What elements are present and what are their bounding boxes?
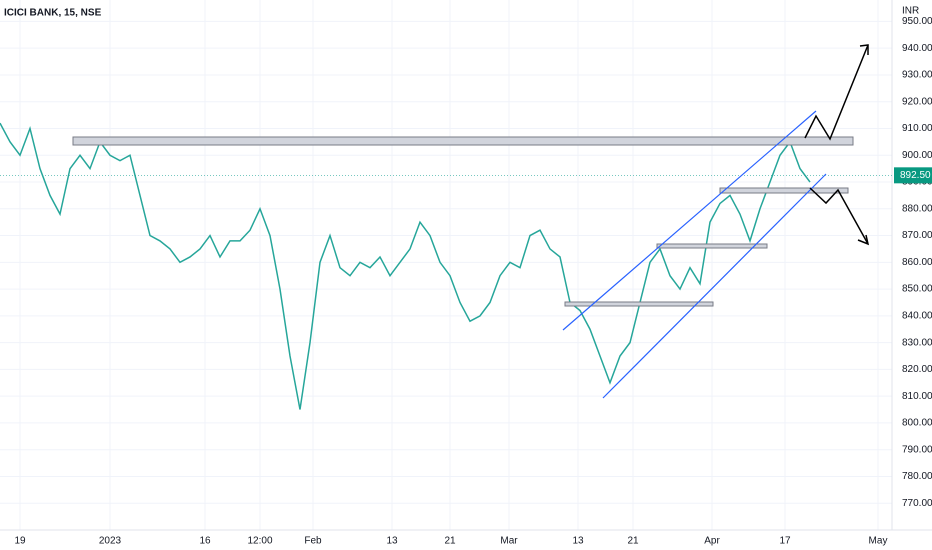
y-tick-label: 920.00 (902, 96, 932, 107)
price-line (0, 122, 811, 410)
x-tick-label: Mar (500, 536, 518, 547)
x-tick-label: Apr (704, 536, 720, 547)
y-tick-label: 860.00 (902, 257, 932, 268)
x-tick-label: 21 (627, 536, 639, 547)
y-tick-label: 930.00 (902, 70, 932, 81)
support-zone (564, 301, 714, 307)
x-tick-label: 13 (386, 536, 398, 547)
support-zone (719, 187, 849, 194)
x-tick-label: 19 (14, 536, 26, 547)
y-tick-label: 780.00 (902, 471, 932, 482)
x-tick-label: 2023 (99, 536, 122, 547)
y-tick-label: 950.00 (902, 16, 932, 27)
last-price-label: 892.50 (900, 170, 931, 181)
drawings (72, 44, 870, 399)
chart-title: ICICI BANK, 15, NSE (4, 8, 102, 19)
channel-line (562, 110, 817, 331)
x-tick-label: Feb (304, 536, 322, 547)
support-zone (656, 243, 768, 249)
y-tick-label: 790.00 (902, 444, 932, 455)
y-tick-label: 830.00 (902, 337, 932, 348)
y-tick-label: 940.00 (902, 43, 932, 54)
resistance-zone (72, 136, 854, 146)
channel-line (602, 173, 827, 399)
arrow-head (859, 44, 869, 55)
y-tick-label: 810.00 (902, 391, 932, 402)
y-tick-label: 800.00 (902, 418, 932, 429)
y-tick-label: 770.00 (902, 498, 932, 509)
arrow-head (857, 234, 870, 246)
y-tick-label: 880.00 (902, 203, 932, 214)
x-tick-label: 16 (199, 536, 211, 547)
y-tick-label: 870.00 (902, 230, 932, 241)
y-tick-label: 820.00 (902, 364, 932, 375)
last-price-box (894, 167, 932, 184)
x-tick-label: May (869, 536, 888, 547)
y-tick-label: 840.00 (902, 310, 932, 321)
x-tick-label: 17 (779, 536, 791, 547)
x-tick-label: 13 (572, 536, 584, 547)
x-tick-label: 21 (444, 536, 456, 547)
x-tick-label: 12:00 (247, 536, 272, 547)
bear-arrow (809, 187, 869, 245)
y-tick-label: 910.00 (902, 123, 932, 134)
bull-arrow (804, 44, 869, 141)
y-tick-label: 850.00 (902, 284, 932, 295)
y-tick-label: 900.00 (902, 150, 932, 161)
currency-label: INR (902, 6, 919, 17)
